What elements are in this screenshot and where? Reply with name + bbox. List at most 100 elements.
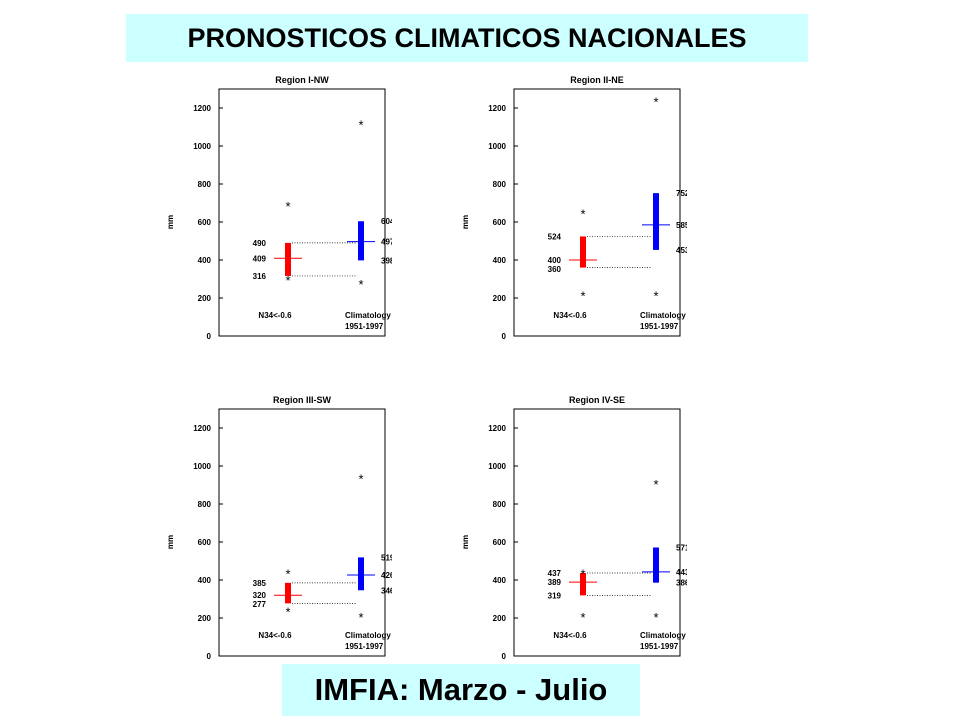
data-label: 497 <box>381 238 392 247</box>
category-sublabel: 1951-1997 <box>345 642 384 651</box>
box-climatology <box>653 547 659 583</box>
data-label: 426 <box>381 571 392 580</box>
data-label: 752 <box>676 189 687 198</box>
y-tick-label: 200 <box>198 294 212 303</box>
outlier-marker: * <box>285 567 290 582</box>
data-label: 571 <box>676 544 687 553</box>
data-label: 604 <box>381 217 392 226</box>
data-label: 443 <box>676 568 687 577</box>
outlier-marker: * <box>653 288 658 303</box>
box-n34 <box>580 572 586 596</box>
data-label: 398 <box>381 256 392 265</box>
y-tick-label: 0 <box>207 332 212 341</box>
outlier-marker: * <box>358 117 363 132</box>
outlier-marker: * <box>358 472 363 487</box>
chart-panel-region-1: Region I-NW 0 200 400 600 800 1000 1200 mm * * 490 4… <box>162 70 392 360</box>
chart-title: Region III-SW <box>273 395 332 405</box>
y-tick-label: 800 <box>198 500 212 509</box>
category-label: Climatology <box>640 631 686 640</box>
outlier-marker: * <box>580 567 585 582</box>
chart-title: Region II-NE <box>570 75 624 85</box>
data-label: 386 <box>676 579 687 588</box>
data-label: 453 <box>676 246 687 255</box>
data-label: 385 <box>253 579 267 588</box>
boxplot-chart: Region I-NW 0 200 400 600 800 1000 1200 mm * * 490 4… <box>166 75 392 341</box>
category-label: N34<-0.6 <box>553 631 587 640</box>
y-tick-label: 800 <box>198 180 212 189</box>
data-label: 519 <box>381 553 392 562</box>
category-label: N34<-0.6 <box>553 311 587 320</box>
data-label: 437 <box>548 569 562 578</box>
category-label: N34<-0.6 <box>258 311 292 320</box>
category-label: N34<-0.6 <box>258 631 292 640</box>
data-label: 346 <box>381 586 392 595</box>
y-tick-label: 1200 <box>488 424 506 433</box>
y-tick-label: 400 <box>198 256 212 265</box>
data-label: 409 <box>253 254 267 263</box>
plot-frame <box>513 88 681 337</box>
y-tick-label: 1000 <box>488 142 506 151</box>
boxplot-chart: Region II-NE 0 200 400 600 800 1000 1200 mm * * 524… <box>461 75 687 341</box>
page-title: PRONOSTICOS CLIMATICOS NACIONALES <box>126 14 808 62</box>
y-tick-label: 800 <box>493 500 507 509</box>
outlier-marker: * <box>580 610 585 625</box>
box-n34 <box>285 242 291 276</box>
data-label: 360 <box>548 265 562 274</box>
y-tick-label: 400 <box>493 576 507 585</box>
data-label: 389 <box>548 578 562 587</box>
y-tick-label: 1200 <box>193 424 211 433</box>
y-axis-label: mm <box>461 215 470 229</box>
y-tick-label: 200 <box>493 614 507 623</box>
boxplot-chart: Region IV-SE 0 200 400 600 800 1000 1200 mm * * 437… <box>461 395 687 661</box>
category-sublabel: 1951-1997 <box>345 322 384 331</box>
outlier-marker: * <box>580 288 585 303</box>
y-tick-label: 400 <box>493 256 507 265</box>
y-tick-label: 1200 <box>488 104 506 113</box>
data-label: 585 <box>676 221 687 230</box>
outlier-marker: * <box>358 277 363 292</box>
chart-panel-region-4: Region IV-SE 0 200 400 600 800 1000 1200 mm * * 437… <box>457 390 687 680</box>
y-tick-label: 1200 <box>193 104 211 113</box>
y-axis-label: mm <box>166 535 175 549</box>
outlier-marker: * <box>580 207 585 222</box>
category-sublabel: 1951-1997 <box>640 322 679 331</box>
outlier-marker: * <box>358 610 363 625</box>
boxplot-chart: Region III-SW 0 200 400 600 800 1000 1200 mm * * 38… <box>166 395 392 661</box>
chart-panel-region-3: Region III-SW 0 200 400 600 800 1000 1200 mm * * 38… <box>162 390 392 680</box>
outlier-marker: * <box>653 477 658 492</box>
y-tick-label: 1000 <box>488 462 506 471</box>
y-tick-label: 800 <box>493 180 507 189</box>
y-tick-label: 0 <box>502 652 507 661</box>
box-climatology <box>653 193 659 250</box>
outlier-marker: * <box>285 273 290 288</box>
y-tick-label: 400 <box>198 576 212 585</box>
plot-frame <box>218 408 386 657</box>
y-tick-label: 200 <box>198 614 212 623</box>
y-tick-label: 200 <box>493 294 507 303</box>
box-climatology <box>358 557 364 591</box>
category-sublabel: 1951-1997 <box>640 642 679 651</box>
outlier-marker: * <box>653 95 658 110</box>
outlier-marker: * <box>285 605 290 620</box>
data-label: 320 <box>253 591 267 600</box>
chart-panel-region-2: Region II-NE 0 200 400 600 800 1000 1200 mm * * 524… <box>457 70 687 360</box>
plot-frame <box>218 88 386 337</box>
plot-frame <box>513 408 681 657</box>
data-label: 319 <box>548 591 562 600</box>
y-tick-label: 1000 <box>193 462 211 471</box>
data-label: 524 <box>548 232 562 241</box>
y-tick-label: 0 <box>207 652 212 661</box>
outlier-marker: * <box>285 199 290 214</box>
chart-title: Region I-NW <box>275 75 329 85</box>
box-climatology <box>358 221 364 261</box>
footer-label: IMFIA: Marzo - Julio <box>282 664 640 716</box>
data-label: 277 <box>253 600 267 609</box>
y-tick-label: 600 <box>493 218 507 227</box>
y-tick-label: 600 <box>198 218 212 227</box>
outlier-marker: * <box>653 610 658 625</box>
box-n34 <box>580 236 586 268</box>
category-label: Climatology <box>345 631 391 640</box>
category-label: Climatology <box>640 311 686 320</box>
y-tick-label: 600 <box>493 538 507 547</box>
y-tick-label: 1000 <box>193 142 211 151</box>
